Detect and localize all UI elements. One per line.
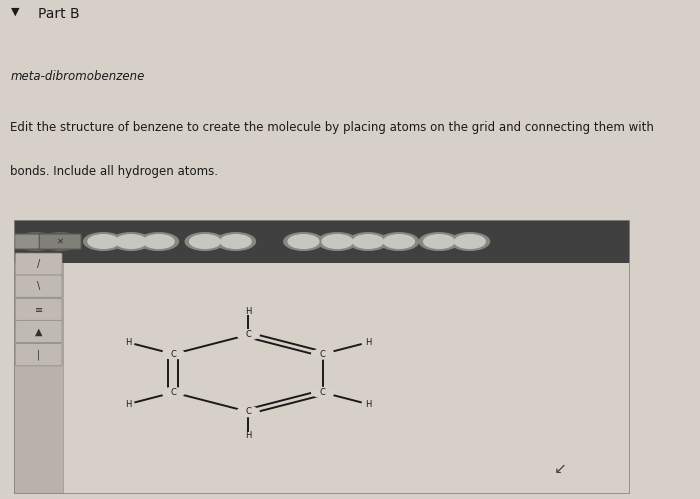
Circle shape <box>237 407 259 417</box>
Text: \: \ <box>37 281 41 291</box>
FancyBboxPatch shape <box>39 234 81 249</box>
Text: Part B: Part B <box>38 6 80 20</box>
Circle shape <box>312 388 334 397</box>
Text: ▼: ▼ <box>10 6 19 16</box>
Text: |: | <box>37 350 41 360</box>
Circle shape <box>353 235 384 249</box>
Circle shape <box>41 233 80 250</box>
FancyBboxPatch shape <box>15 234 57 249</box>
FancyBboxPatch shape <box>14 263 63 494</box>
Text: H: H <box>245 307 251 316</box>
Text: ✕: ✕ <box>57 237 64 246</box>
Circle shape <box>322 235 353 249</box>
Circle shape <box>144 235 174 249</box>
Circle shape <box>284 233 323 250</box>
Circle shape <box>162 388 185 397</box>
Circle shape <box>220 235 251 249</box>
Circle shape <box>190 235 220 249</box>
Circle shape <box>186 233 225 250</box>
Text: Edit the structure of benzene to create the molecule by placing atoms on the gri: Edit the structure of benzene to create … <box>10 121 654 134</box>
Text: ▲: ▲ <box>35 326 43 336</box>
Circle shape <box>424 235 454 249</box>
FancyBboxPatch shape <box>14 220 630 263</box>
Circle shape <box>83 233 123 250</box>
Circle shape <box>116 235 146 249</box>
Circle shape <box>312 349 334 359</box>
Circle shape <box>318 233 357 250</box>
Text: ↗: ↗ <box>550 459 563 474</box>
Circle shape <box>454 235 485 249</box>
Text: C: C <box>171 388 176 397</box>
FancyBboxPatch shape <box>15 298 62 320</box>
Text: meta-dibromobenzene: meta-dibromobenzene <box>10 70 145 83</box>
Text: C: C <box>245 407 251 416</box>
Text: H: H <box>125 400 131 409</box>
Circle shape <box>216 233 256 250</box>
FancyBboxPatch shape <box>15 344 62 366</box>
Circle shape <box>349 233 388 250</box>
Circle shape <box>45 235 76 249</box>
Text: C: C <box>245 330 251 339</box>
Circle shape <box>419 233 459 250</box>
Text: C: C <box>320 349 326 359</box>
Circle shape <box>384 235 414 249</box>
Circle shape <box>20 235 51 249</box>
Text: /: / <box>37 259 41 269</box>
Text: H: H <box>365 400 371 409</box>
Circle shape <box>450 233 489 250</box>
FancyBboxPatch shape <box>15 320 62 342</box>
Circle shape <box>288 235 319 249</box>
FancyBboxPatch shape <box>15 253 62 275</box>
Text: H: H <box>125 338 131 347</box>
Text: H: H <box>365 338 371 347</box>
Circle shape <box>16 233 55 250</box>
Text: bonds. Include all hydrogen atoms.: bonds. Include all hydrogen atoms. <box>10 165 218 178</box>
Circle shape <box>379 233 419 250</box>
Circle shape <box>111 233 150 250</box>
Circle shape <box>237 330 259 340</box>
Text: C: C <box>320 388 326 397</box>
Circle shape <box>88 235 119 249</box>
Text: C: C <box>171 349 176 359</box>
Circle shape <box>162 349 185 359</box>
FancyBboxPatch shape <box>15 275 62 297</box>
Text: ≡: ≡ <box>34 304 43 314</box>
Circle shape <box>139 233 178 250</box>
Text: H: H <box>245 431 251 440</box>
